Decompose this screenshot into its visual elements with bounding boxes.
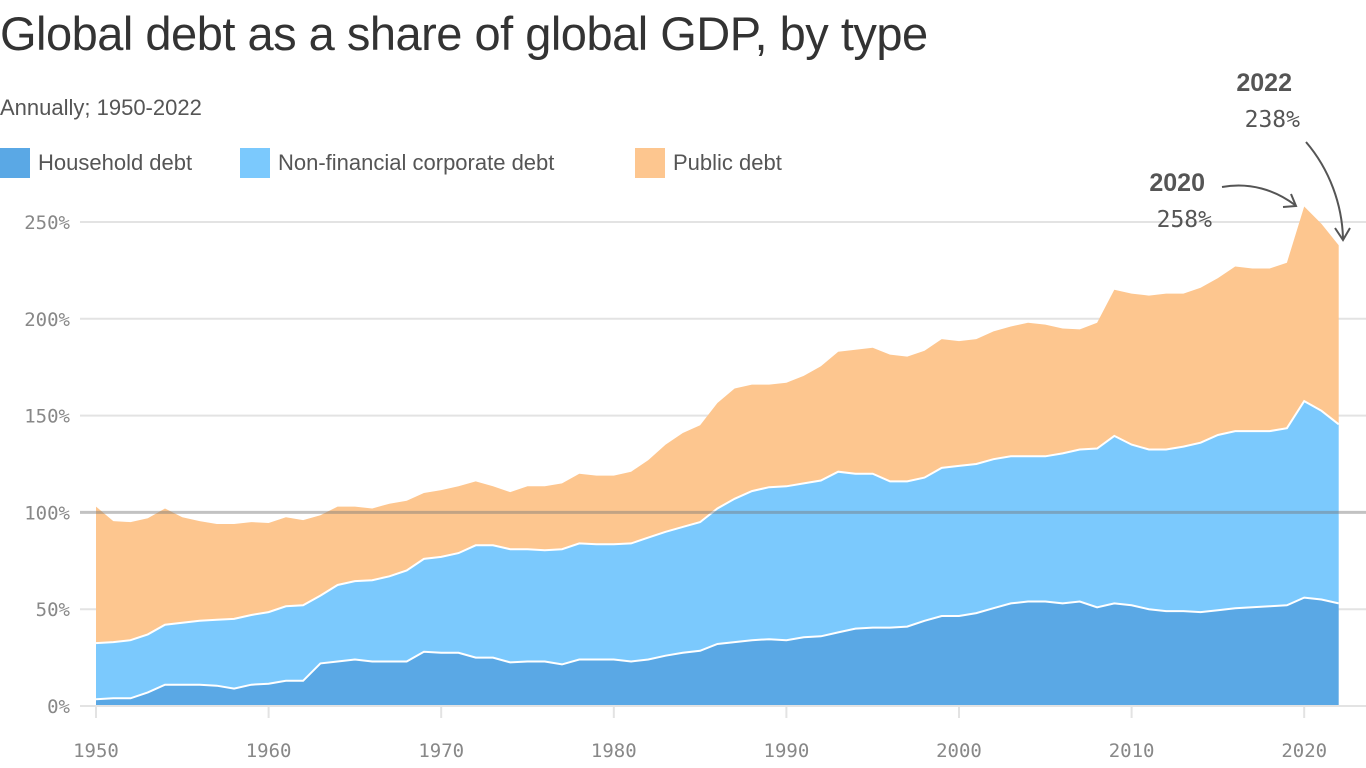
legend-swatch-household — [0, 148, 30, 178]
annotation-2020: 2020 258% — [1149, 169, 1298, 233]
chart-subtitle: Annually; 1950-2022 — [0, 95, 202, 120]
legend-label-public: Public debt — [673, 150, 782, 175]
legend-item-public: Public debt — [635, 148, 782, 178]
annotation-2020-value: 258% — [1157, 207, 1213, 233]
legend-label-household: Household debt — [38, 150, 193, 175]
y-tick-label-200: 200% — [24, 309, 70, 331]
area-household — [96, 597, 1339, 706]
annotation-2022-value: 238% — [1245, 107, 1301, 133]
x-tick-label-2020: 2020 — [1281, 740, 1327, 762]
legend-item-household: Household debt — [0, 148, 192, 178]
legend-item-corporate: Non-financial corporate debt — [240, 148, 554, 178]
y-tick-label-50: 50% — [36, 599, 71, 621]
x-tick-label-2010: 2010 — [1109, 740, 1155, 762]
x-tick-label-1980: 1980 — [591, 740, 637, 762]
y-tick-label-100: 100% — [24, 502, 70, 524]
legend-label-corporate: Non-financial corporate debt — [278, 150, 555, 175]
annotation-2022: 2022 238% — [1236, 69, 1351, 242]
x-tick-label-1950: 1950 — [73, 740, 119, 762]
boundary-line-household — [95, 596, 1339, 701]
y-tick-label-250: 250% — [24, 212, 70, 234]
annotation-2020-arrowhead — [1282, 193, 1298, 208]
annotation-2022-arrow — [1305, 141, 1344, 239]
annotation-2020-arrow — [1221, 184, 1296, 206]
annotation-2022-arrowhead — [1334, 227, 1351, 242]
legend-swatch-corporate — [240, 148, 270, 178]
x-tick-label-2000: 2000 — [936, 740, 982, 762]
boundary-line-corporate — [95, 399, 1340, 645]
annotation-2022-year: 2022 — [1236, 69, 1292, 97]
y-tick-label-150: 150% — [24, 406, 70, 428]
x-tick-label-1960: 1960 — [246, 740, 292, 762]
x-tick-label-1990: 1990 — [764, 740, 810, 762]
area-public — [96, 206, 1339, 644]
x-tick-label-1970: 1970 — [418, 740, 464, 762]
legend-swatch-public — [635, 148, 665, 178]
area-corporate — [96, 401, 1339, 700]
chart-title: Global debt as a share of global GDP, by… — [0, 7, 928, 60]
y-tick-label-0: 0% — [47, 696, 70, 718]
annotation-2020-year: 2020 — [1149, 169, 1205, 197]
